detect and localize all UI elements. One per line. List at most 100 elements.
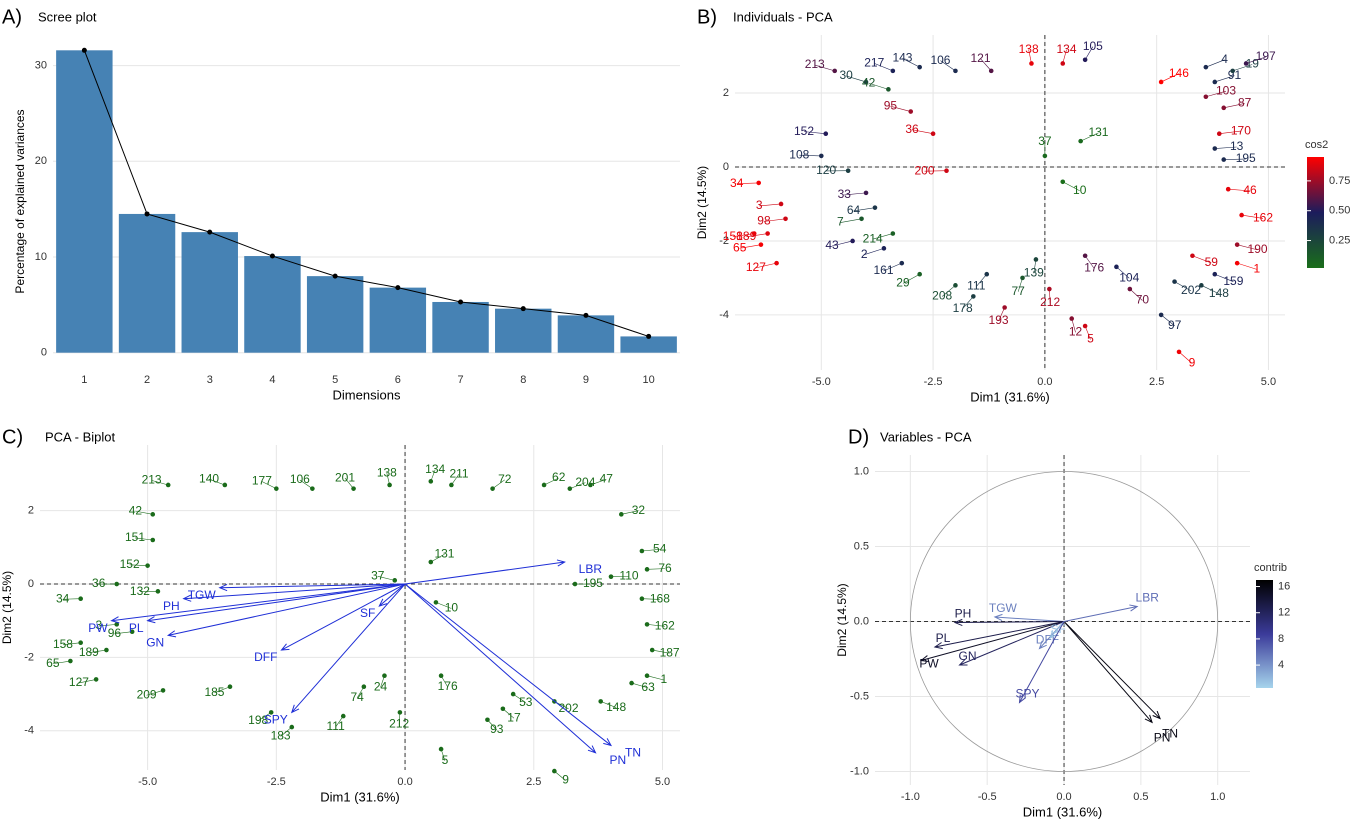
point	[150, 537, 156, 543]
bar	[369, 287, 427, 353]
point	[1047, 286, 1052, 292]
point	[823, 131, 829, 137]
scree-point	[81, 47, 87, 53]
label-connector	[844, 192, 867, 196]
label-connector	[1192, 255, 1212, 264]
label-connector	[890, 105, 911, 112]
point	[449, 482, 454, 488]
point	[510, 691, 516, 697]
point-label: 185	[204, 685, 224, 699]
scree-line	[83, 50, 649, 337]
label-connector	[1084, 46, 1094, 60]
legend-tick-label: 0.50	[1329, 205, 1350, 217]
label-connector	[646, 675, 664, 681]
point	[1060, 61, 1066, 66]
x-tick-label: 10	[643, 374, 655, 386]
point	[78, 596, 83, 601]
legend-colorbar	[1307, 157, 1324, 268]
point-label: 106	[930, 53, 950, 67]
point-label: 53	[519, 695, 533, 709]
legend-tick-label: 12	[1278, 607, 1290, 619]
variable-arrow	[953, 618, 1065, 627]
bar	[306, 276, 364, 353]
label-connector	[543, 477, 559, 486]
point	[644, 567, 650, 572]
point	[1203, 94, 1209, 100]
label-connector	[1084, 325, 1091, 340]
variable-label: GN	[959, 649, 977, 663]
point-label: 5	[442, 753, 449, 767]
point	[1082, 323, 1088, 329]
bar	[118, 213, 176, 353]
panel-label: A)	[2, 6, 22, 28]
legend-tick-label: 16	[1278, 580, 1290, 592]
point	[104, 647, 109, 653]
point	[886, 87, 891, 92]
panel-title: Individuals - PCA	[733, 9, 833, 24]
variable-label: SF	[1051, 622, 1066, 636]
label-connector	[853, 207, 876, 212]
label-connector	[1062, 181, 1080, 191]
point-label: 108	[789, 147, 809, 161]
scree-point	[520, 306, 526, 312]
label-connector	[652, 649, 670, 654]
point	[1234, 242, 1240, 247]
point	[310, 486, 315, 491]
variable-arrow	[1018, 621, 1065, 704]
point-label: 34	[730, 176, 744, 190]
point-label: 202	[1181, 283, 1201, 297]
label-connector	[883, 262, 902, 272]
point-label: 36	[905, 122, 919, 136]
point-label: 1	[1253, 262, 1260, 276]
label-connector	[1062, 49, 1067, 64]
label-connector	[600, 701, 617, 708]
variable-label: LBR	[1136, 591, 1160, 605]
x-tick-label: 3	[207, 374, 213, 386]
label-connector	[1214, 273, 1234, 282]
variable-label: TGW	[188, 588, 217, 602]
point	[859, 216, 864, 222]
point	[953, 283, 958, 288]
label-connector	[1160, 314, 1175, 327]
point	[765, 231, 770, 236]
variable-arrow	[1063, 621, 1161, 720]
variable-arrow	[993, 613, 1065, 622]
panel-label: C)	[2, 426, 23, 448]
x-axis-title: Dim1 (31.6%)	[1023, 804, 1102, 819]
y-tick-label: -1.0	[850, 765, 869, 777]
point-label: 187	[660, 645, 680, 659]
legend-tick-label: 0.25	[1329, 234, 1350, 246]
point	[984, 271, 990, 277]
point-label: 170	[1231, 123, 1251, 137]
label-connector	[736, 182, 759, 184]
point	[1239, 212, 1244, 218]
point-label: 190	[1248, 242, 1268, 256]
point	[598, 699, 604, 704]
point	[114, 581, 120, 587]
point	[438, 673, 444, 679]
point-label: 3	[96, 618, 103, 632]
label-connector	[590, 479, 607, 486]
x-tick-label: 2	[144, 374, 150, 386]
point	[485, 717, 490, 723]
panel-label: B)	[697, 6, 717, 28]
point	[783, 216, 788, 222]
point-label: 74	[350, 690, 364, 704]
point-label: 162	[1253, 211, 1273, 225]
variable-arrow	[166, 583, 406, 638]
label-connector	[1246, 56, 1266, 64]
point-label: 131	[434, 546, 454, 560]
point-label: 5	[1087, 332, 1094, 346]
point-label: 139	[1024, 266, 1044, 280]
point	[881, 246, 887, 251]
point	[438, 746, 444, 752]
point	[1176, 349, 1182, 355]
point	[644, 622, 650, 627]
label-connector	[998, 307, 1005, 322]
point	[552, 768, 557, 774]
point-label: 12	[1069, 325, 1083, 339]
label-connector	[214, 686, 231, 694]
variable-label: TN	[625, 746, 641, 760]
variable-arrow	[1063, 621, 1153, 724]
